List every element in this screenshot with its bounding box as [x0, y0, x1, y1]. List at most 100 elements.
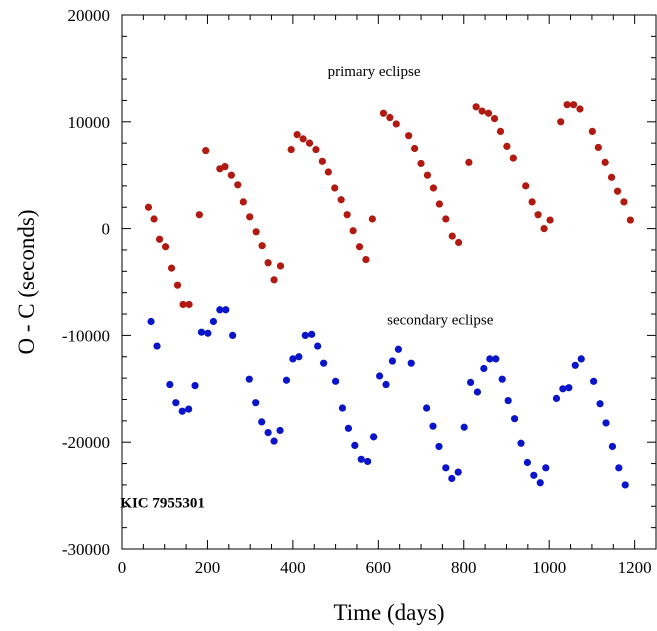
- primary-eclipse-point: [355, 243, 364, 251]
- secondary-eclipse-point: [332, 377, 340, 385]
- secondary-eclipse-point: [422, 404, 431, 412]
- secondary-eclipse-point: [357, 455, 365, 463]
- primary-eclipse-point: [234, 181, 242, 189]
- x-tick-label: 0: [118, 558, 127, 577]
- secondary-eclipse-point: [460, 423, 468, 431]
- x-tick-label: 200: [195, 558, 221, 577]
- secondary-eclipse-point: [209, 317, 218, 326]
- primary-eclipse-point: [626, 216, 634, 224]
- primary-eclipse-point: [522, 182, 530, 190]
- secondary-eclipse-point: [197, 328, 206, 336]
- secondary-eclipse-point: [448, 474, 456, 483]
- secondary-eclipse-point: [252, 399, 260, 407]
- secondary-eclipse-point: [486, 355, 494, 363]
- primary-eclipse-point: [557, 118, 565, 126]
- secondary-eclipse-point: [504, 396, 512, 405]
- primary-eclipse-point: [221, 163, 229, 171]
- primary-eclipse-point: [496, 127, 505, 136]
- primary-eclipse-point: [588, 127, 596, 136]
- y-tick-label: -20000: [62, 433, 110, 452]
- y-tick-label: 0: [102, 220, 111, 239]
- primary-eclipse-point: [368, 215, 376, 223]
- primary-eclipse-point: [576, 105, 584, 113]
- secondary-eclipse-point: [523, 458, 532, 467]
- secondary-eclipse-point: [364, 457, 372, 466]
- secondary-eclipse-point: [153, 342, 161, 350]
- primary-eclipse-point: [161, 243, 170, 251]
- primary-eclipse-point: [490, 114, 499, 123]
- primary-eclipse-point: [287, 145, 295, 154]
- primary-eclipse-point: [318, 157, 326, 165]
- secondary-eclipse-point: [166, 380, 174, 389]
- y-tick-label: -10000: [62, 326, 110, 345]
- primary-eclipse-point: [405, 132, 413, 140]
- primary-eclipse-point: [417, 159, 425, 168]
- primary-eclipse-point: [435, 200, 444, 208]
- y-axis-title: O - C (seconds): [14, 210, 39, 355]
- primary-eclipse-point: [546, 216, 554, 224]
- primary-eclipse-point: [343, 211, 351, 219]
- primary-eclipse-point: [362, 255, 370, 264]
- primary-eclipse-point: [155, 235, 164, 243]
- secondary-eclipse-point: [270, 437, 278, 445]
- primary-eclipse-point: [534, 211, 542, 219]
- primary-eclipse-point: [324, 168, 332, 176]
- x-tick-label: 800: [451, 558, 477, 577]
- secondary-eclipse-point: [498, 375, 506, 383]
- secondary-eclipse-point: [388, 357, 397, 365]
- secondary-eclipse-point: [222, 306, 230, 314]
- secondary-eclipse-point: [204, 329, 212, 337]
- secondary-eclipse-point: [229, 331, 237, 339]
- secondary-eclipse-point: [407, 359, 415, 367]
- primary-eclipse-point: [478, 107, 486, 115]
- secondary-eclipse-point: [565, 384, 573, 392]
- chart-annotation: KIC 7955301: [120, 495, 205, 511]
- primary-eclipse-point: [607, 173, 616, 181]
- secondary-eclipse-point: [480, 364, 488, 373]
- primary-eclipse-point: [465, 158, 473, 166]
- x-axis-title: Time (days): [334, 600, 445, 625]
- primary-eclipse-point: [150, 215, 158, 223]
- secondary-eclipse-point: [314, 342, 322, 350]
- secondary-eclipse-point: [308, 330, 316, 338]
- chart-annotation: primary eclipse: [328, 64, 421, 80]
- primary-eclipse-point: [276, 262, 285, 270]
- primary-eclipse-point: [258, 242, 266, 250]
- primary-eclipse-point: [563, 101, 571, 109]
- secondary-eclipse-point: [590, 377, 598, 385]
- secondary-eclipse-point: [394, 345, 402, 353]
- x-tick-label: 400: [280, 558, 306, 577]
- secondary-eclipse-point: [473, 388, 482, 396]
- primary-eclipse-point: [246, 213, 254, 221]
- primary-eclipse-point: [620, 198, 628, 206]
- primary-eclipse-point: [569, 101, 578, 109]
- primary-eclipse-point: [195, 211, 203, 219]
- x-tick-label: 1200: [618, 558, 652, 577]
- primary-eclipse-point: [386, 113, 394, 122]
- secondary-eclipse-point: [289, 355, 297, 363]
- secondary-eclipse-point: [596, 400, 604, 408]
- primary-eclipse-point: [392, 120, 400, 128]
- secondary-eclipse-point: [466, 378, 475, 386]
- secondary-eclipse-point: [552, 394, 561, 403]
- secondary-eclipse-point: [172, 399, 180, 407]
- secondary-eclipse-point: [216, 306, 224, 314]
- secondary-eclipse-point: [577, 355, 585, 363]
- primary-eclipse-point: [331, 184, 339, 192]
- primary-eclipse-point: [601, 158, 609, 166]
- primary-eclipse-point: [264, 259, 272, 267]
- secondary-eclipse-point: [530, 471, 538, 479]
- secondary-eclipse-point: [510, 415, 519, 423]
- x-tick-label: 1000: [532, 558, 566, 577]
- secondary-eclipse-point: [559, 385, 567, 393]
- primary-eclipse-point: [594, 143, 602, 152]
- secondary-eclipse-point: [351, 441, 359, 450]
- secondary-eclipse-point: [245, 375, 253, 383]
- primary-eclipse-point: [299, 135, 307, 143]
- secondary-eclipse-point: [344, 424, 353, 432]
- y-tick-label: -30000: [62, 540, 110, 559]
- primary-eclipse-point: [528, 198, 536, 206]
- secondary-eclipse-point: [185, 405, 193, 413]
- y-tick-label: 20000: [68, 6, 111, 25]
- primary-eclipse-point: [179, 300, 187, 309]
